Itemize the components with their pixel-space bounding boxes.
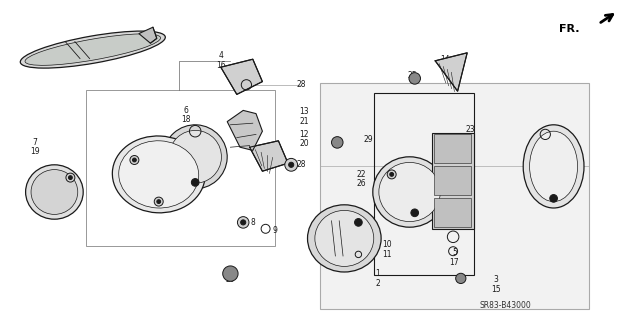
Text: 7: 7 <box>33 138 38 147</box>
Text: 21: 21 <box>300 117 308 126</box>
Polygon shape <box>139 27 157 43</box>
Circle shape <box>355 219 362 226</box>
Text: 18: 18 <box>181 116 190 124</box>
Text: 31: 31 <box>555 162 565 171</box>
Text: 20: 20 <box>299 140 309 148</box>
Bar <box>434 198 471 227</box>
Ellipse shape <box>20 31 165 68</box>
Bar <box>432 133 474 229</box>
Ellipse shape <box>31 170 78 214</box>
Text: 29: 29 <box>363 135 373 144</box>
Circle shape <box>411 209 419 217</box>
Circle shape <box>223 266 238 281</box>
Polygon shape <box>320 83 589 309</box>
Text: 1: 1 <box>375 269 380 278</box>
Bar <box>434 134 471 163</box>
Circle shape <box>390 172 394 176</box>
Text: 29: 29 <box>225 276 236 284</box>
Circle shape <box>332 137 343 148</box>
Ellipse shape <box>372 157 447 227</box>
Circle shape <box>132 158 136 162</box>
Text: 25: 25 <box>408 71 418 80</box>
Bar <box>86 90 275 246</box>
Text: 24: 24 <box>56 194 66 203</box>
Ellipse shape <box>163 125 227 189</box>
Text: FR.: FR. <box>559 24 579 34</box>
Circle shape <box>387 170 396 179</box>
Text: 11: 11 <box>383 250 392 259</box>
Text: 10: 10 <box>382 240 392 249</box>
Text: 13: 13 <box>299 108 309 116</box>
Text: 23: 23 <box>465 125 476 134</box>
Text: 16: 16 <box>216 61 226 70</box>
Ellipse shape <box>25 34 161 65</box>
Text: 12: 12 <box>300 130 308 139</box>
Circle shape <box>154 197 163 206</box>
Polygon shape <box>435 53 467 91</box>
Polygon shape <box>227 110 262 150</box>
Ellipse shape <box>379 163 440 221</box>
Polygon shape <box>250 141 288 171</box>
Text: 9: 9 <box>273 226 278 235</box>
Text: 8: 8 <box>250 218 255 227</box>
Circle shape <box>68 176 72 180</box>
Bar <box>434 166 471 195</box>
Circle shape <box>456 273 466 284</box>
Circle shape <box>157 200 161 204</box>
Text: 28: 28 <box>296 160 305 169</box>
Text: 3: 3 <box>493 276 499 284</box>
Text: 15: 15 <box>491 285 501 294</box>
Text: 6: 6 <box>183 106 188 115</box>
Ellipse shape <box>26 165 83 219</box>
Circle shape <box>550 195 557 202</box>
Text: 14: 14 <box>440 55 450 64</box>
Circle shape <box>130 156 139 164</box>
Ellipse shape <box>315 211 374 266</box>
Text: 26: 26 <box>356 180 367 188</box>
Ellipse shape <box>119 141 198 208</box>
Ellipse shape <box>113 136 205 213</box>
Text: 5: 5 <box>452 248 457 257</box>
Ellipse shape <box>530 131 578 202</box>
Circle shape <box>409 73 420 84</box>
Ellipse shape <box>524 125 584 208</box>
Circle shape <box>285 158 298 171</box>
Circle shape <box>66 173 75 182</box>
Text: 2: 2 <box>375 279 380 288</box>
Text: 4: 4 <box>218 52 223 60</box>
Text: 30: 30 <box>555 152 565 161</box>
Circle shape <box>191 179 199 186</box>
Text: 28: 28 <box>296 80 305 89</box>
Circle shape <box>289 162 294 167</box>
Text: 17: 17 <box>449 258 460 267</box>
Ellipse shape <box>169 131 221 183</box>
Text: SR83-B43000: SR83-B43000 <box>480 301 531 310</box>
Ellipse shape <box>308 205 381 272</box>
Circle shape <box>241 220 246 225</box>
Polygon shape <box>221 59 262 94</box>
Text: 19: 19 <box>30 148 40 156</box>
Text: 22: 22 <box>357 170 366 179</box>
Circle shape <box>237 217 249 228</box>
